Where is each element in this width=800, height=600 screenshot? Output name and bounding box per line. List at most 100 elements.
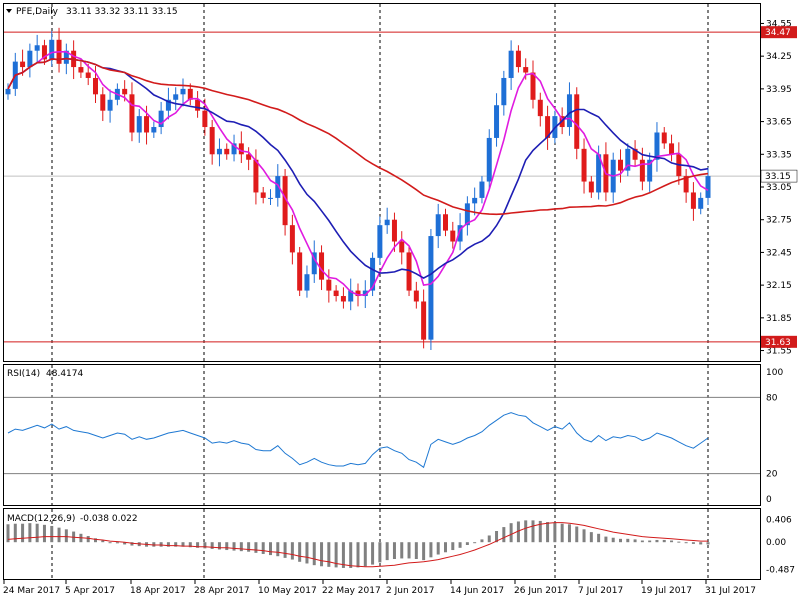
candle-body-74 [545,116,551,138]
macd-bar-39 [290,542,294,560]
macd-bar-54 [400,542,404,559]
macd-bar-8 [64,529,68,543]
candle-body-56 [413,290,419,302]
ma-slow-line [7,57,709,216]
rsi-line [7,412,709,469]
macd-bar-28 [210,542,214,549]
candle-body-87 [639,159,645,182]
candle-body-66 [486,137,492,182]
price-tick-label-3: 33.65 [766,118,792,128]
macd-bar-24 [181,542,185,547]
candle-body-36 [268,197,273,199]
price-tick-label-9: 31.85 [766,314,792,324]
macd-bar-6 [50,525,54,543]
rsi-value: 48.4174 [46,369,83,379]
candle-body-50 [370,257,376,291]
macd-bar-27 [203,542,207,549]
macd-bar-31 [232,542,236,551]
macd-bar-59 [436,542,440,555]
macd-bar-83 [611,537,615,543]
macd-bar-70 [516,521,520,543]
candle-body-60 [443,214,448,231]
ma-fast-line [7,51,709,296]
macd-bar-72 [531,520,535,543]
macd-bar-89 [655,539,659,543]
macd-bar-5 [42,524,46,543]
macd-bar-57 [422,542,426,561]
candle-body-68 [501,77,507,106]
macd-bar-64 [473,542,477,544]
macd-bar-71 [524,520,528,543]
candle-body-6 [49,39,55,60]
macd-tick-label-1: 0.00 [766,538,786,548]
candle-body-8 [63,50,69,64]
candle-body-61 [450,230,456,242]
candle-body-25 [187,88,193,100]
macd-bar-49 [363,542,367,567]
macd-bar-90 [662,539,666,543]
price-tick-label-5: 33.05 [766,183,792,193]
macd-bar-44 [327,542,331,567]
candle-body-53 [391,219,397,242]
candle-body-26 [195,99,201,111]
candle-body-55 [406,252,412,291]
macd-bar-21 [159,542,163,547]
candle-body-34 [253,159,259,193]
macd-bar-0 [6,524,10,543]
macd-bar-25 [188,542,192,548]
macd-bar-35 [261,542,265,554]
date-label-2: 18 Apr 2017 [130,586,186,596]
macd-bar-95 [699,542,703,545]
candle-body-80 [588,181,594,193]
dropdown-triangle-icon[interactable] [6,9,12,13]
candle-body-70 [515,50,521,68]
macd-bar-65 [480,539,484,543]
candle-body-45 [333,290,339,297]
candle-body-90 [661,132,667,144]
date-label-10: 19 Jul 2017 [641,586,692,596]
candle-body-51 [377,225,383,258]
macd-bar-33 [247,542,251,552]
candle-body-73 [537,99,543,117]
date-label-9: 7 Jul 2017 [578,586,623,596]
macd-bar-51 [378,542,382,563]
price-badge-1: 33.15 [765,172,791,182]
macd-bar-79 [582,529,586,543]
candle-body-47 [348,290,354,302]
macd-bar-73 [538,520,542,543]
macd-bar-17 [130,542,134,546]
rsi-indicator [4,396,760,475]
candle-body-88 [647,159,653,182]
date-label-3: 28 Apr 2017 [194,586,250,596]
macd-bar-84 [619,538,622,543]
macd-bar-82 [604,536,608,543]
macd-bar-87 [640,540,644,543]
macd-bar-60 [444,542,447,553]
candle-body-54 [399,241,405,253]
candle-body-12 [93,77,98,95]
rsi-pane-frame [3,364,761,506]
macd-bar-61 [451,542,455,551]
candle-body-3 [27,50,33,68]
candle-body-44 [326,279,332,291]
macd-bar-74 [546,522,550,543]
symbol-label: PFE,Daily [16,7,59,17]
candle-body-4 [34,45,40,51]
rsi-tick-label-3: 0 [766,495,772,505]
candle-body-96 [705,176,711,198]
macd-bar-66 [487,535,491,543]
candle-body-0 [5,88,11,95]
macd-indicator [6,520,710,568]
date-label-6: 2 Jun 2017 [386,586,434,596]
macd-bar-23 [174,542,178,547]
candle-body-89 [654,132,660,160]
macd-bar-41 [305,542,309,564]
macd-bar-85 [626,538,630,543]
date-label-8: 26 Jun 2017 [514,586,568,596]
vertical-grid [51,4,709,579]
candle-body-20 [151,127,157,133]
candle-body-40 [297,252,303,291]
candle-body-42 [311,252,317,275]
rsi-tick-label-2: 20 [766,470,778,480]
